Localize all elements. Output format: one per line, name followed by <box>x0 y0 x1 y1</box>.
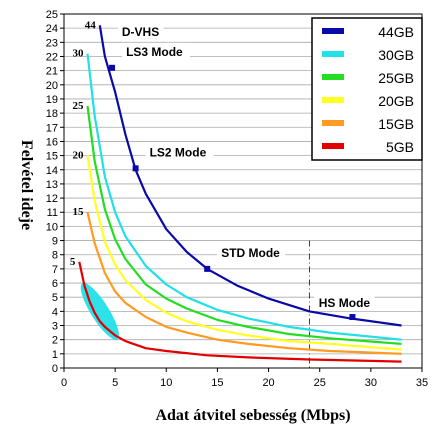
x-tick-label: 15 <box>211 377 223 389</box>
mode-markers: D-VHS LS3 Mode LS2 Mode STD Mode HS Mode <box>109 23 375 321</box>
y-tick-label: 14 <box>46 165 58 177</box>
mode-label: D-VHS <box>122 25 159 39</box>
curve-labels: 44 30 25 20 15 5 <box>70 19 96 267</box>
curve-label-5gb: 5 <box>70 256 76 268</box>
x-tick-label: 5 <box>112 377 118 389</box>
y-tick-label: 11 <box>47 207 58 219</box>
legend-label-15gb: 15GB <box>378 116 414 132</box>
x-tick-label: 30 <box>365 377 377 389</box>
y-axis-ticks: 0123456789101112131415161718192021222324… <box>46 9 64 375</box>
y-tick-label: 9 <box>52 236 58 248</box>
curve-label-15gb: 15 <box>73 206 85 218</box>
mode-marker <box>109 64 116 71</box>
y-tick-label: 25 <box>46 9 58 21</box>
curve-label-25gb: 25 <box>73 100 85 112</box>
series-line-15gb <box>86 211 402 355</box>
series-lines <box>78 25 402 363</box>
y-tick-label: 8 <box>52 250 58 262</box>
series-line-5gb <box>78 261 402 363</box>
x-tick-label: 10 <box>160 377 172 389</box>
curve-label-44gb: 44 <box>85 19 97 31</box>
mode-label-bg <box>145 143 214 161</box>
legend-swatch-44gb <box>322 28 344 34</box>
x-tick-label: 25 <box>314 377 326 389</box>
y-tick-label: 1 <box>52 349 58 361</box>
legend-label-44gb: 44GB <box>378 24 414 40</box>
legend-swatch-25gb <box>322 74 344 80</box>
mode-marker <box>349 314 356 321</box>
mode-label: LS3 Mode <box>126 45 183 59</box>
cyan-cluster <box>80 282 119 340</box>
series-line-30gb <box>86 53 402 341</box>
y-tick-label: 3 <box>52 321 58 333</box>
mode-marker <box>132 165 139 172</box>
y-tick-label: 4 <box>52 306 58 318</box>
y-tick-label: 10 <box>46 221 58 233</box>
plot-frame <box>63 13 423 369</box>
legend-label-5gb: 5GB <box>386 139 414 155</box>
y-tick-label: 7 <box>52 264 58 276</box>
y-tick-label: 18 <box>46 108 58 120</box>
y-tick-label: 23 <box>46 37 58 49</box>
mode-label-bg <box>117 23 164 41</box>
legend-swatch-15gb <box>322 120 344 126</box>
mode-marker <box>204 265 211 272</box>
y-tick-label: 21 <box>46 66 58 78</box>
series-line-20gb <box>86 155 402 351</box>
legend: 44GB 30GB 25GB 20GB 15GB 5GB <box>311 17 423 161</box>
mode-label-bg <box>217 243 286 261</box>
y-tick-label: 20 <box>46 80 58 92</box>
x-tick-label: 35 <box>416 377 428 389</box>
legend-box <box>311 17 423 161</box>
y-tick-label: 2 <box>52 335 58 347</box>
x-axis-label: Adat átvitel sebesség (Mbps) <box>155 407 350 424</box>
y-tick-label: 5 <box>52 292 58 304</box>
legend-swatch-5gb <box>322 143 344 149</box>
mode-label: LS2 Mode <box>150 145 207 159</box>
x-tick-label: 20 <box>262 377 274 389</box>
cyan-blob <box>80 282 119 340</box>
y-tick-label: 22 <box>46 51 58 63</box>
legend-label-25gb: 25GB <box>378 70 414 86</box>
legend-swatch-30gb <box>322 51 344 57</box>
mode-label-bg <box>122 42 191 60</box>
legend-label-20gb: 20GB <box>378 93 414 109</box>
mode-label-bg <box>314 294 375 312</box>
y-tick-label: 12 <box>46 193 58 205</box>
series-line-25gb <box>86 105 402 345</box>
mode-label: STD Mode <box>221 246 280 260</box>
y-axis-label: Felvétel ideje <box>18 140 35 230</box>
y-tick-label: 16 <box>46 136 58 148</box>
y-tick-label: 6 <box>52 278 58 290</box>
y-tick-label: 15 <box>46 151 58 163</box>
y-tick-label: 19 <box>46 94 58 106</box>
legend-swatch-20gb <box>322 97 344 103</box>
curve-label-20gb: 20 <box>73 150 85 162</box>
y-tick-label: 0 <box>52 363 58 375</box>
x-axis-ticks: 0 5 10 15 20 25 30 35 <box>61 368 428 389</box>
mode-label: HS Mode <box>319 296 371 310</box>
x-tick-label: 0 <box>61 377 67 389</box>
series-line-44gb <box>98 25 402 327</box>
curve-label-30gb: 30 <box>73 48 85 60</box>
legend-label-30gb: 30GB <box>378 47 414 63</box>
y-tick-label: 13 <box>46 179 58 191</box>
y-tick-label: 17 <box>46 122 58 134</box>
y-tick-label: 24 <box>46 23 58 35</box>
